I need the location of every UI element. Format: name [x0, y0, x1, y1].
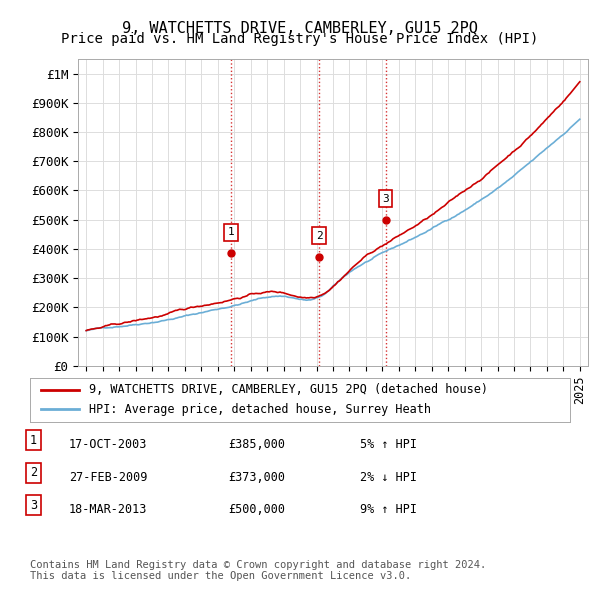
Text: 2% ↓ HPI: 2% ↓ HPI — [360, 471, 417, 484]
Text: HPI: Average price, detached house, Surrey Heath: HPI: Average price, detached house, Surr… — [89, 403, 431, 416]
Text: 17-OCT-2003: 17-OCT-2003 — [69, 438, 148, 451]
Text: 1: 1 — [227, 227, 235, 237]
Text: 2: 2 — [316, 231, 322, 241]
Text: 3: 3 — [30, 499, 37, 512]
Text: 18-MAR-2013: 18-MAR-2013 — [69, 503, 148, 516]
Text: £500,000: £500,000 — [228, 503, 285, 516]
Text: Price paid vs. HM Land Registry's House Price Index (HPI): Price paid vs. HM Land Registry's House … — [61, 32, 539, 47]
Text: 9, WATCHETTS DRIVE, CAMBERLEY, GU15 2PQ (detached house): 9, WATCHETTS DRIVE, CAMBERLEY, GU15 2PQ … — [89, 384, 488, 396]
Text: 1: 1 — [30, 434, 37, 447]
Text: 5% ↑ HPI: 5% ↑ HPI — [360, 438, 417, 451]
Text: 27-FEB-2009: 27-FEB-2009 — [69, 471, 148, 484]
Text: Contains HM Land Registry data © Crown copyright and database right 2024.
This d: Contains HM Land Registry data © Crown c… — [30, 559, 486, 581]
Text: 2: 2 — [30, 466, 37, 479]
Text: 9, WATCHETTS DRIVE, CAMBERLEY, GU15 2PQ: 9, WATCHETTS DRIVE, CAMBERLEY, GU15 2PQ — [122, 21, 478, 35]
Text: 9% ↑ HPI: 9% ↑ HPI — [360, 503, 417, 516]
Text: £385,000: £385,000 — [228, 438, 285, 451]
Text: 3: 3 — [382, 194, 389, 204]
Text: £373,000: £373,000 — [228, 471, 285, 484]
